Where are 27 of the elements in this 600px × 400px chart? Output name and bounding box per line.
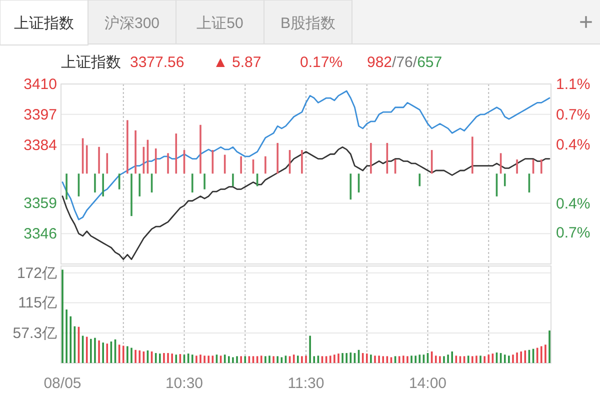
add-tab-label: + xyxy=(579,9,593,36)
x-tick-label: 10:30 xyxy=(165,375,204,392)
x-tick-label: 14:00 xyxy=(408,375,447,392)
x-tick-label: 08/05 xyxy=(44,375,82,392)
y-tick-label: 3359 xyxy=(24,195,57,212)
y-tick-label: 172亿 xyxy=(16,264,57,282)
annotation: ▲ 5.87 xyxy=(213,54,262,71)
y-tick-label: 3384 xyxy=(24,136,57,154)
tab-label: 上证指数 xyxy=(14,15,74,32)
y-tick-label: 3346 xyxy=(24,226,57,243)
tab-label: 上证50 xyxy=(196,15,244,32)
annotation: 0.17% xyxy=(300,54,343,71)
x-tick-label: 11:30 xyxy=(288,375,324,392)
y2-tick-label: 0.4% xyxy=(556,136,590,154)
y-tick-label: 3397 xyxy=(24,106,57,124)
y2-tick-label: 0.7% xyxy=(556,224,590,242)
y2-tick-label: 0.4% xyxy=(556,195,590,212)
y-tick-label: 57.3亿 xyxy=(12,324,57,342)
annotation: 3377.56 xyxy=(130,54,184,71)
tab-label: 沪深300 xyxy=(104,15,160,32)
y2-tick-label: 0.7% xyxy=(556,106,590,124)
title: 上证指数 xyxy=(61,54,121,71)
y2-tick-label: 1.1% xyxy=(556,76,590,93)
y-tick-label: 3410 xyxy=(24,76,57,93)
tab-label: B股指数 xyxy=(280,15,336,32)
annotation: 982/76/657 xyxy=(367,54,442,71)
y-tick-label: 115亿 xyxy=(18,294,57,312)
